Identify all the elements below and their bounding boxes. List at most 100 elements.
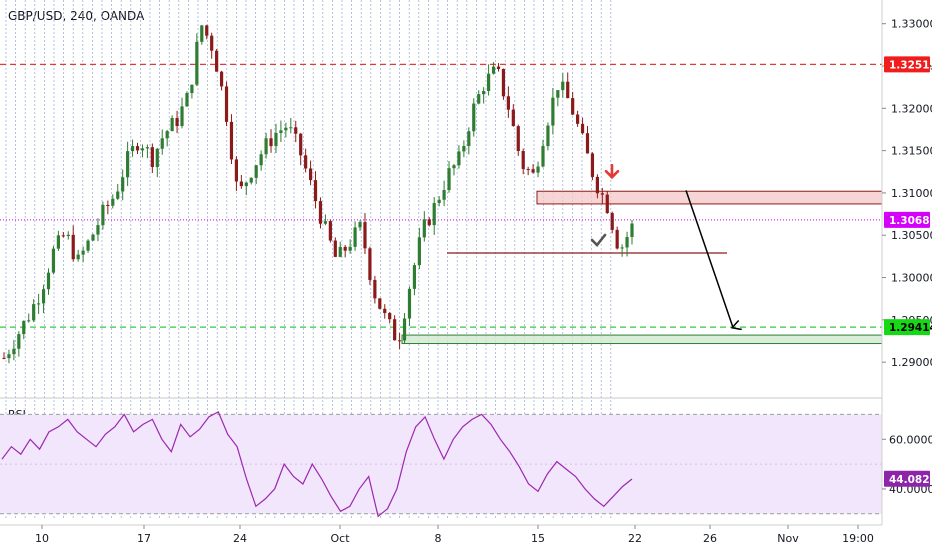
red-down-arrow-icon <box>604 163 620 180</box>
candle-body <box>571 98 575 115</box>
time-tick-label: 17 <box>137 532 151 545</box>
candle-body <box>229 121 234 160</box>
candle-body <box>249 177 253 183</box>
current-price-tag-label: 1.30682 <box>889 215 932 227</box>
candle-body <box>526 168 530 170</box>
candle-body <box>541 146 545 167</box>
candle-body <box>615 229 619 249</box>
candle-body <box>477 94 481 104</box>
candle-body <box>566 81 570 99</box>
time-tick-label: 24 <box>233 532 247 545</box>
candle-body <box>126 151 130 178</box>
price-tick-label: 1.29000 <box>891 356 932 369</box>
candle-body <box>294 127 298 134</box>
candle-body <box>501 68 506 97</box>
candle-body <box>610 213 614 230</box>
resistance-price-tag-label: 1.32519 <box>889 59 932 71</box>
candle-body <box>46 272 51 290</box>
candle-body <box>264 138 268 155</box>
candle-body <box>41 289 46 304</box>
candle-body <box>482 90 486 95</box>
candle-body <box>175 118 179 127</box>
candle-body <box>353 227 357 247</box>
candle-body <box>66 234 70 237</box>
projection-arrow <box>685 190 733 327</box>
candle-body <box>91 234 95 241</box>
candle-body <box>254 165 258 178</box>
candle-body <box>195 41 199 85</box>
candle-body <box>289 127 293 129</box>
candle-body <box>348 246 352 251</box>
price-tick-label: 1.31500 <box>891 145 932 158</box>
time-tick-label: Nov <box>777 532 799 545</box>
candle-body <box>279 130 283 133</box>
candle-body <box>111 198 115 206</box>
candle-body <box>210 35 214 51</box>
candle-body <box>506 96 510 110</box>
candle-body <box>600 193 604 195</box>
annotations <box>590 163 733 327</box>
candle-body <box>234 159 239 182</box>
candle-body <box>452 165 456 169</box>
candle-body <box>625 237 629 248</box>
candle-body <box>140 148 145 151</box>
rsi-value-tag: 44.0821 <box>884 470 932 487</box>
rsi-value-tag-label: 44.0821 <box>889 474 932 486</box>
candle-body <box>121 177 125 192</box>
time-tick-label: 10 <box>35 532 49 545</box>
candle-body <box>239 181 243 187</box>
candle-body <box>521 151 525 169</box>
candle-body <box>561 81 565 91</box>
candle-body <box>259 154 263 166</box>
candle-body <box>457 151 461 166</box>
candle-body <box>427 219 431 226</box>
candle-body <box>363 222 367 249</box>
candle-body <box>274 132 278 147</box>
candle-body <box>27 320 31 322</box>
time-axis[interactable]: 10 17 24 Oct 8 15 22 26 Nov 19:00 <box>0 524 882 545</box>
price-tick-label: 1.32000 <box>891 102 932 115</box>
candle-body <box>630 223 634 238</box>
candle-body <box>516 126 520 152</box>
candle-body <box>412 265 417 289</box>
candle-body <box>585 133 590 154</box>
candle-body <box>96 225 100 235</box>
candle-body <box>343 246 347 251</box>
candle-body <box>576 114 580 124</box>
candle-body <box>51 248 56 273</box>
candle-body <box>417 237 421 266</box>
candle-body <box>407 288 412 319</box>
candle-body <box>486 73 491 91</box>
candle-body <box>620 247 624 249</box>
support-zone <box>401 334 883 345</box>
candle-body <box>165 131 169 139</box>
candle-body <box>200 25 204 42</box>
candle-body <box>135 146 140 151</box>
rsi-line <box>1 411 633 518</box>
candle-body <box>595 176 599 194</box>
candle-body <box>150 147 154 168</box>
candle-body <box>71 234 75 260</box>
price-axis[interactable]: 1.330001.325001.320001.315001.310001.305… <box>881 0 932 550</box>
candle-body <box>205 25 209 36</box>
candle-body <box>432 203 436 226</box>
time-tick-label: 15 <box>531 532 545 545</box>
candle-body <box>373 279 377 299</box>
candle-body <box>56 235 60 249</box>
candle-body <box>388 313 392 320</box>
candle-body <box>61 235 65 237</box>
candle-body <box>536 166 540 173</box>
candle-body <box>244 182 248 187</box>
candle-body <box>145 147 150 149</box>
candle-body <box>86 240 90 251</box>
candle-body <box>358 222 362 228</box>
candle-body <box>76 254 80 260</box>
resistance-price-tag-bg <box>884 56 930 73</box>
candle-body <box>318 201 323 224</box>
candle-body <box>81 250 85 255</box>
candle-body <box>32 304 36 321</box>
candle-body <box>447 168 451 191</box>
candle-body <box>393 319 397 341</box>
